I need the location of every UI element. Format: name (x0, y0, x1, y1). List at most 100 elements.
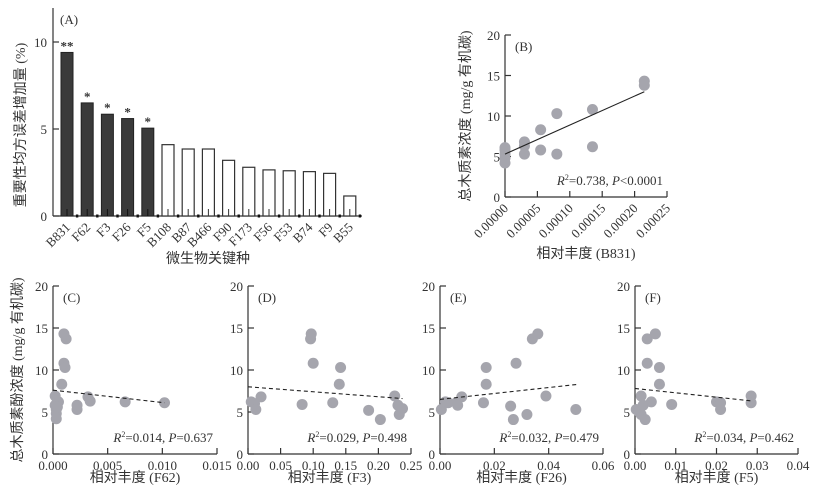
stat-annotation: R2=0.029, P=0.498 (306, 430, 407, 445)
baseline-dot (318, 214, 321, 218)
data-point (477, 397, 489, 409)
data-point (307, 357, 319, 369)
data-point (745, 397, 757, 409)
y-tick-label: 10 (230, 363, 243, 378)
y-tick-label: 0 (41, 209, 48, 224)
y-tick-label: 20 (487, 28, 500, 43)
x-tick-label: 0.01 (664, 458, 687, 473)
x-axis-label: 相对丰度 (F62) (90, 470, 181, 486)
panel-d: 0 5 10 15 20 0.00 0.05 0.10 0.15 0.20 0.25 (D) R2=0.… (230, 279, 422, 486)
bar-F26 (121, 118, 135, 217)
y-tick-label: 15 (487, 69, 500, 84)
regression-line (52, 389, 165, 404)
significance-mark: * (104, 100, 111, 115)
y-tick-label: 20 (422, 279, 435, 294)
data-point (551, 108, 563, 120)
x-axis-label: 微生物关键种 (166, 251, 250, 267)
x-tick-label: 0.005 (93, 458, 122, 473)
data-point (335, 361, 347, 373)
x-axis-label: 相对丰度 (F3) (288, 470, 372, 486)
baseline-dot (197, 214, 200, 218)
bar-B108 (161, 144, 175, 217)
x-tick-label: 0.20 (367, 458, 390, 473)
y-tick-label: 20 (35, 279, 48, 294)
x-tick-label: 0.010 (148, 458, 177, 473)
y-tick-label: 15 (422, 321, 435, 336)
data-point (715, 403, 727, 415)
x-tick-label: 0.00010 (535, 201, 575, 241)
x-tick-label: 0.04 (537, 458, 560, 473)
data-point (639, 414, 651, 426)
data-point (60, 333, 72, 345)
x-tick-label: 0.015 (202, 458, 231, 473)
data-point (586, 104, 598, 116)
data-point (586, 141, 598, 153)
y-tick-label: 10 (617, 363, 630, 378)
regression-line (504, 91, 645, 155)
y-tick-label: 0 (624, 447, 631, 462)
category-label: F62 (68, 220, 93, 245)
data-point (50, 413, 62, 425)
stat-annotation: R2=0.034, P=0.462 (693, 430, 794, 445)
data-point (480, 361, 492, 373)
data-point (666, 398, 678, 410)
baseline-dot (217, 214, 220, 218)
stat-annotation: R2=0.014, P=0.637 (112, 430, 213, 445)
baseline-dot (156, 214, 160, 218)
data-point (518, 148, 530, 160)
y-tick-label: 5 (41, 122, 48, 137)
data-point (327, 397, 339, 409)
y-tick-label: 0 (494, 190, 501, 205)
data-point (649, 328, 661, 340)
baseline-dot (257, 214, 261, 218)
data-point (363, 404, 375, 416)
data-point (635, 390, 647, 402)
significance-mark: * (84, 89, 91, 104)
x-tick-label: 0.00000 (471, 201, 511, 241)
y-tick-label: 10 (487, 109, 500, 124)
panel-label: (D) (258, 290, 276, 305)
data-point (551, 148, 563, 160)
bar-F90 (222, 159, 236, 217)
panel-a: 0510(A)**B831*F62*F3*F26*F5B108B87B466F9… (13, 8, 362, 267)
bar-F62 (80, 102, 94, 217)
bar-B87 (181, 148, 195, 217)
data-point (59, 361, 71, 373)
data-point (84, 395, 96, 407)
y-tick-label: 20 (617, 279, 630, 294)
bar-F173 (242, 166, 256, 217)
significance-mark: ** (61, 38, 74, 53)
baseline-dot (358, 214, 362, 218)
baseline-dot (298, 214, 301, 218)
data-point (641, 357, 653, 369)
x-tick-label: 0.00025 (633, 201, 673, 241)
regression-line (634, 387, 754, 402)
y-tick-label: 15 (230, 321, 243, 336)
x-tick-label: 0.04 (787, 458, 810, 473)
data-point (570, 403, 582, 415)
data-point (535, 124, 547, 136)
x-tick-label: 0.00005 (503, 201, 543, 241)
y-tick-label: 10 (422, 363, 435, 378)
bar-B831 (60, 51, 74, 217)
data-point (442, 397, 454, 409)
data-point (389, 390, 401, 402)
stat-annotation: R2=0.738, P<0.0001 (556, 173, 663, 188)
panel-f: 0 5 10 15 20 0.00 0.01 0.02 0.03 0.04 (F) R2=0.034,… (617, 279, 810, 486)
x-tick-label: 0.02 (705, 458, 728, 473)
data-point (119, 396, 131, 408)
x-tick-label: 0.00 (624, 458, 647, 473)
data-point (645, 396, 657, 408)
y-axis-label: 总木质素浓度 (mg/g 有机碳) (458, 30, 474, 201)
x-tick-label: 0.03 (746, 458, 769, 473)
baseline-dot (237, 214, 240, 218)
y-axis-label: 总木质素酚浓度 (mg/g 有机碳) (10, 277, 26, 462)
x-tick-label: 0.00 (429, 458, 452, 473)
y-tick-label: 10 (35, 363, 48, 378)
significance-mark: * (145, 114, 152, 129)
panel-e: 0 5 10 15 20 0.00 0.02 0.04 0.06 (E) R2=0.032, P=0… (422, 279, 615, 486)
y-tick-label: 10 (34, 35, 47, 50)
data-point (532, 328, 544, 340)
baseline-dot (136, 214, 139, 218)
bar-F5 (141, 127, 155, 217)
